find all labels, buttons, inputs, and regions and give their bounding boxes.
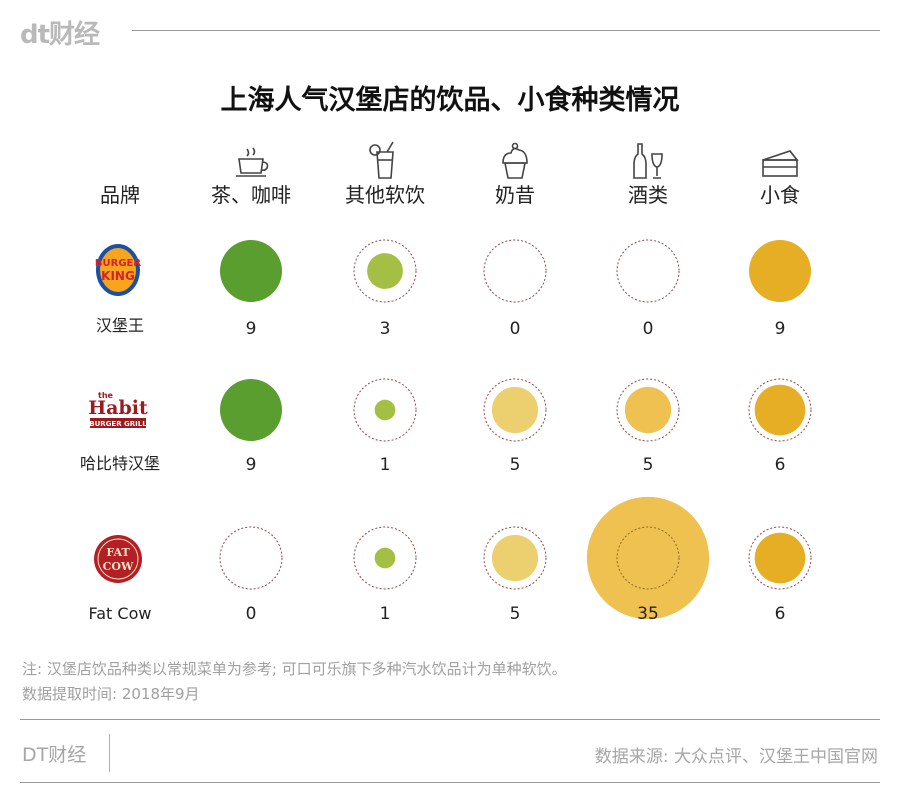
reference-ring [748,378,812,442]
value-label: 5 [510,604,521,624]
footer-separator [109,734,110,772]
bubble [754,384,806,436]
reference-ring [353,526,417,590]
value-label: 6 [775,455,786,475]
reference-ring [483,239,547,303]
bubble [586,496,710,620]
column-label: 酒类 [628,183,668,207]
value-label: 6 [775,604,786,624]
brand-name: Fat Cow [89,604,152,623]
column-label: 茶、咖啡 [211,183,291,207]
svg-text:FAT: FAT [106,546,130,559]
chart-title: 上海人气汉堡店的饮品、小食种类情况 [220,85,680,116]
reference-ring [353,239,417,303]
value-label: 1 [380,455,391,475]
footnote: 注: 汉堡店饮品种类以常规菜单为参考; 可口可乐旗下多种汽水饮品计为单种软饮。 [22,660,567,678]
reference-ring [483,378,547,442]
footer-divider-top [20,719,880,720]
wine-bottle-icon [633,143,663,179]
habit-burger-logo: the Habit BURGER GRILL [88,388,148,428]
row-header-label: 品牌 [100,183,140,207]
bubble-chart: 品牌 茶、咖啡 其他软饮 奶昔 酒类 小食 BURGER KING the Habit … [80,141,812,624]
bubble [220,379,282,441]
fat-cow-logo: FAT COW [94,535,142,583]
bubble [749,240,811,302]
value-label: 9 [246,319,257,339]
value-label: 9 [775,319,786,339]
svg-text:BURGER GRILL: BURGER GRILL [89,420,147,428]
bubble [374,547,396,569]
column-label: 小食 [760,183,800,207]
reference-ring [616,378,680,442]
svg-text:the: the [98,391,114,400]
brand-name: 汉堡王 [96,316,144,335]
reference-ring [616,526,680,590]
value-label: 0 [643,319,654,339]
brand-name: 哈比特汉堡 [80,454,160,473]
dt-logo: dt财经 [20,20,100,50]
cake-slice-icon [762,150,799,177]
value-label: 9 [246,455,257,475]
soft-drink-icon [369,141,394,179]
reference-ring [353,378,417,442]
column-label: 奶昔 [495,183,535,207]
bubble [220,240,282,302]
svg-text:BURGER: BURGER [95,258,141,269]
bubble [491,386,539,434]
footer-brand: DT财经 [22,744,87,766]
svg-text:COW: COW [103,560,134,573]
column-label: 其他软饮 [345,183,425,207]
bubble [374,399,396,421]
bubble [624,386,672,434]
value-label: 5 [643,455,654,475]
reference-ring [616,239,680,303]
value-label: 35 [637,604,659,624]
reference-ring [219,526,283,590]
value-label: 1 [380,604,391,624]
milkshake-icon [502,142,528,179]
footer-divider-bottom [20,782,880,783]
header-divider [132,30,880,31]
coffee-cup-icon [236,147,269,177]
value-label: 0 [510,319,521,339]
burger-king-logo: BURGER KING [95,244,141,296]
value-label: 0 [246,604,257,624]
bubble [491,534,539,582]
data-date-note: 数据提取时间: 2018年9月 [22,685,200,703]
svg-text:KING: KING [101,269,135,283]
bubble [754,532,806,584]
reference-ring [483,526,547,590]
svg-text:Habit: Habit [88,397,148,419]
data-source: 数据来源: 大众点评、汉堡王中国官网 [594,747,878,767]
value-label: 3 [380,319,391,339]
bubble [367,253,403,289]
reference-ring [748,526,812,590]
value-label: 5 [510,455,521,475]
